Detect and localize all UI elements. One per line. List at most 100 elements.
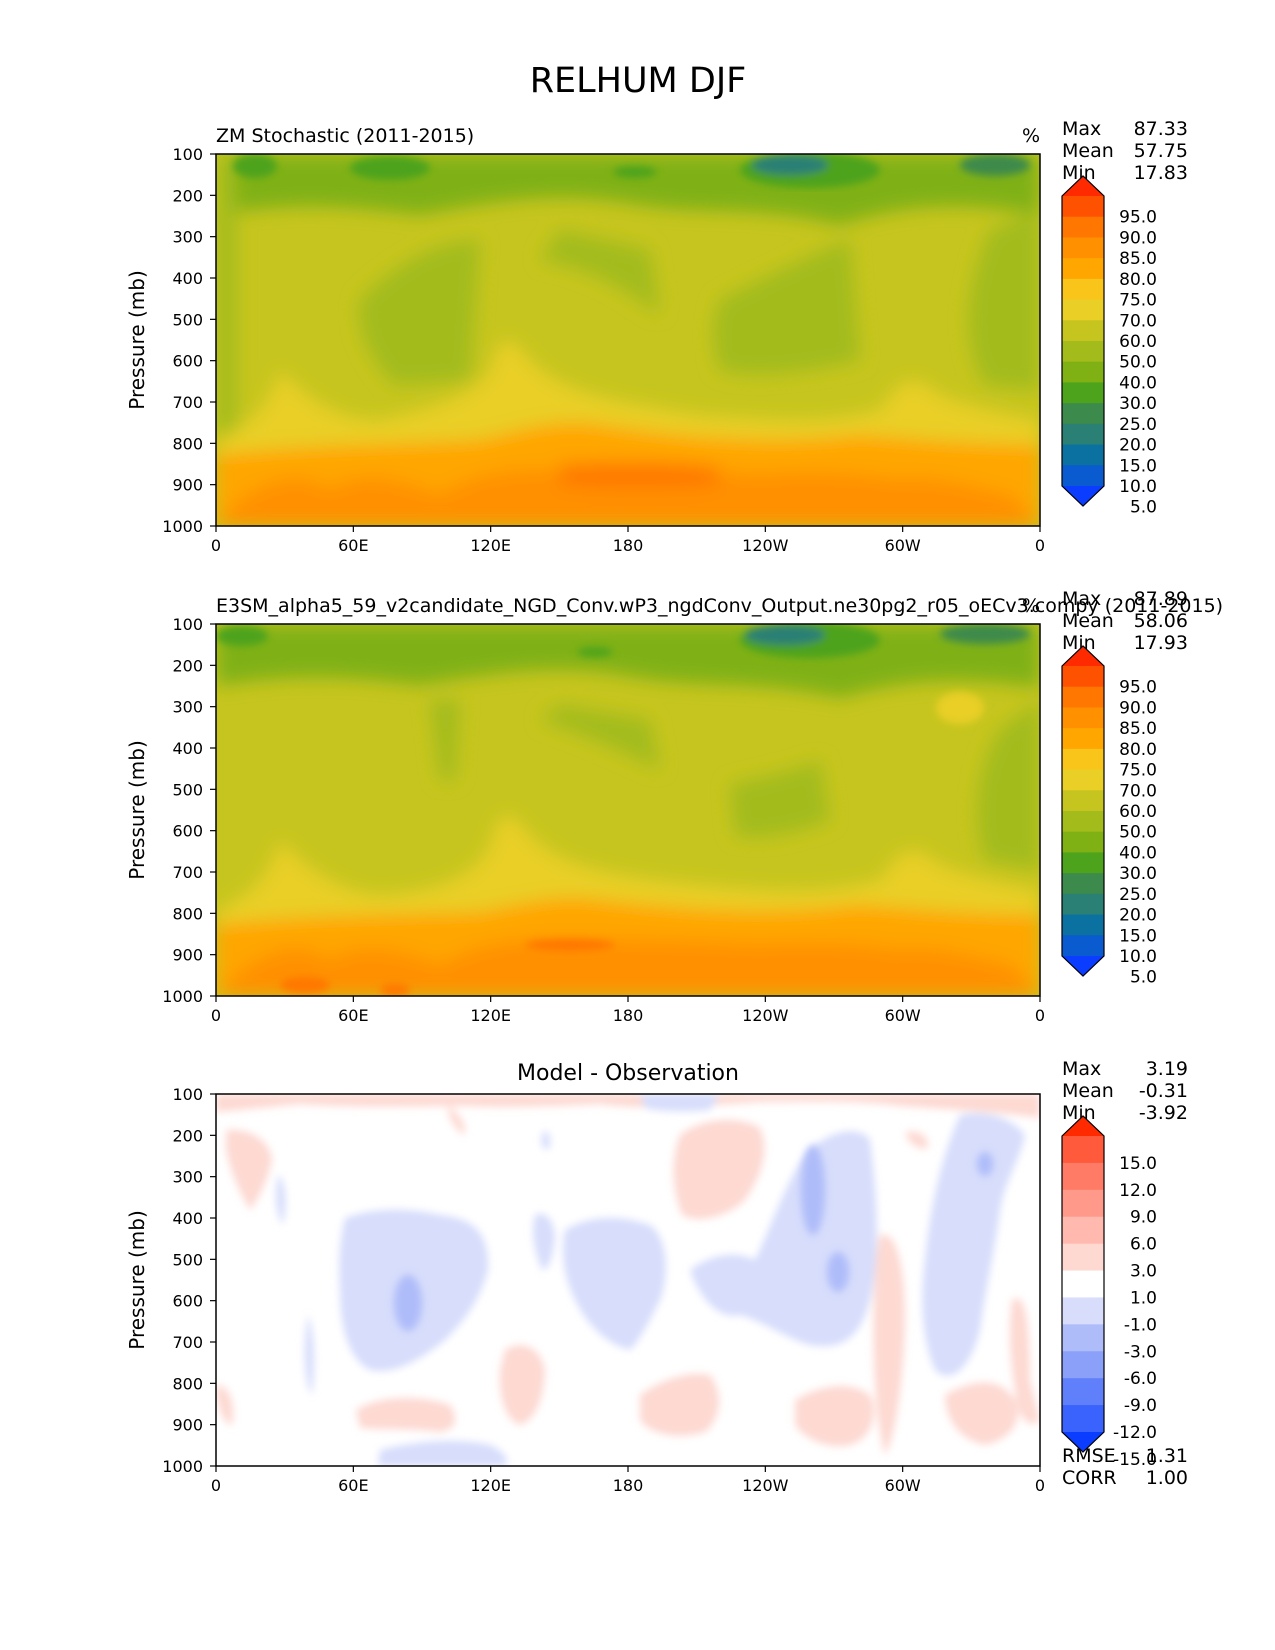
colorbar-swatch xyxy=(1062,1405,1104,1433)
y-tick-label: 400 xyxy=(172,739,203,758)
colorbar-extension-min xyxy=(1062,956,1104,976)
colorbar-swatch xyxy=(1062,1189,1104,1218)
colorbar-swatch xyxy=(1062,852,1104,874)
y-tick-label: 500 xyxy=(172,310,203,329)
colorbar-level-label: 30.0 xyxy=(1119,394,1157,414)
colorbar-level-label: 1.0 xyxy=(1130,1288,1157,1308)
y-tick-label: 100 xyxy=(172,615,203,634)
figure-title: RELHUM DJF xyxy=(530,61,747,101)
stat-max-label: Max xyxy=(1062,1058,1101,1080)
stat-mean-label: Mean xyxy=(1062,140,1114,162)
colorbar-level-label: 20.0 xyxy=(1119,906,1157,926)
colorbar-level-label: 9.0 xyxy=(1130,1208,1157,1228)
panel-test: ZM Stochastic (2011-2015) % Pressure (mb… xyxy=(125,118,1188,555)
axes-reference: 100 200 300 400 500 600 700 800 900 1000 0 60E 120E 1… xyxy=(162,615,1045,1025)
colorbar-level-label: 6.0 xyxy=(1130,1235,1157,1255)
colorbar-swatch xyxy=(1062,728,1104,750)
colorbar-swatch xyxy=(1062,1216,1104,1245)
colorbar-level-label: 80.0 xyxy=(1119,270,1157,290)
axes-difference: 100 200 300 400 500 600 700 800 900 1000 0 60E 120E 1… xyxy=(162,1085,1045,1495)
stat-mean-value: 58.06 xyxy=(1134,610,1188,632)
corr-value: 1.00 xyxy=(1146,1467,1188,1489)
colorbar-level-label: 3.0 xyxy=(1130,1262,1157,1282)
colorbar-extension-min xyxy=(1062,486,1104,506)
y-tick-label: 700 xyxy=(172,393,203,412)
colorbar-swatch xyxy=(1062,382,1104,404)
colorbar-level-label: 60.0 xyxy=(1119,802,1157,822)
x-tick-label: 120E xyxy=(470,536,511,555)
y-tick-label: 500 xyxy=(172,780,203,799)
y-axis-label-difference: Pressure (mb) xyxy=(125,1210,149,1350)
y-tick-label: 900 xyxy=(172,946,203,965)
stat-mean-value: -0.31 xyxy=(1139,1080,1188,1102)
panel-title-reference: E3SM_alpha5_59_v2candidate_NGD_Conv.wP3_… xyxy=(216,595,1223,617)
colorbar-swatch xyxy=(1062,1270,1104,1298)
x-tick-label: 0 xyxy=(1035,1476,1045,1495)
x-tick-label: 60W xyxy=(885,536,921,555)
colorbar-level-label: 75.0 xyxy=(1119,761,1157,781)
heatmap-field-reference xyxy=(216,624,1040,996)
colorbar-level-label: 30.0 xyxy=(1119,864,1157,884)
stat-max-label: Max xyxy=(1062,118,1101,140)
colorbar-level-label: 50.0 xyxy=(1119,823,1157,843)
stat-min-value: 17.83 xyxy=(1134,162,1188,184)
x-tick-label: 180 xyxy=(613,1476,644,1495)
colorbar-level-label: 15.0 xyxy=(1119,926,1157,946)
colorbar-level-label: -6.0 xyxy=(1124,1369,1157,1389)
colorbar-swatch xyxy=(1062,790,1104,812)
colorbar-extension-max xyxy=(1062,646,1104,666)
x-tick-label: 60W xyxy=(885,1476,921,1495)
colorbar-level-label: 25.0 xyxy=(1119,885,1157,905)
units-label-reference: % xyxy=(1022,595,1040,617)
colorbar-swatch xyxy=(1062,278,1104,301)
heatmap-field-difference xyxy=(216,1094,1040,1466)
panel-title-test: ZM Stochastic (2011-2015) xyxy=(216,125,474,147)
colorbar-level-label: 20.0 xyxy=(1119,436,1157,456)
rmse-value: 1.31 xyxy=(1146,1445,1188,1467)
colorbar-swatch xyxy=(1062,873,1104,895)
stats-difference: Max 3.19 Mean -0.31 Min -3.92 xyxy=(1062,1058,1188,1124)
x-tick-label: 120W xyxy=(742,536,789,555)
y-tick-label: 200 xyxy=(172,656,203,675)
y-tick-label: 400 xyxy=(172,269,203,288)
y-axis-label-test: Pressure (mb) xyxy=(125,270,149,410)
y-tick-label: 1000 xyxy=(162,1457,203,1476)
stat-min-value: 17.93 xyxy=(1134,632,1188,654)
colorbar-level-label: 90.0 xyxy=(1119,228,1157,248)
colorbar-swatch xyxy=(1062,196,1104,218)
y-tick-label: 200 xyxy=(172,186,203,205)
stat-mean-label: Mean xyxy=(1062,1080,1114,1102)
colorbar-swatch xyxy=(1062,361,1104,383)
colorbar-level-label: -3.0 xyxy=(1124,1342,1157,1362)
colorbar-reference: 95.090.085.080.075.070.060.050.040.030.0… xyxy=(1061,645,1157,988)
y-tick-label: 900 xyxy=(172,1416,203,1435)
x-tick-label: 60W xyxy=(885,1006,921,1025)
colorbar-swatch xyxy=(1062,769,1104,791)
colorbar-swatch xyxy=(1062,1351,1104,1379)
colorbar-swatch xyxy=(1062,465,1104,487)
colorbar-level-label: 40.0 xyxy=(1119,843,1157,863)
stats-reference: Max 87.89 Mean 58.06 Min 17.93 xyxy=(1062,588,1188,654)
colorbar-outline xyxy=(1061,175,1105,507)
colorbar-level-label: 80.0 xyxy=(1119,740,1157,760)
axes-test: 100 200 300 400 500 600 700 800 900 1000 0 60E 120E 1… xyxy=(162,145,1045,555)
colorbar-level-label: 10.0 xyxy=(1119,477,1157,497)
colorbar-swatch xyxy=(1062,320,1104,342)
units-label-test: % xyxy=(1022,125,1040,147)
stat-max-value: 87.33 xyxy=(1134,118,1188,140)
y-tick-label: 1000 xyxy=(162,517,203,536)
colorbar-test: 95.090.085.080.075.070.060.050.040.030.0… xyxy=(1061,175,1157,518)
y-tick-label: 800 xyxy=(172,904,203,923)
colorbar-difference: 15.0 12.0 9.0 6.0 3.0 1.0 -1.0 -3.0 -6.0 -9.0 -12.… xyxy=(1061,1115,1157,1470)
panel-difference: Model - Observation Pressure (mb) 100 200… xyxy=(125,1058,1188,1495)
colorbar-level-label: 70.0 xyxy=(1119,311,1157,331)
colorbar-swatch xyxy=(1062,299,1104,321)
stat-max-value: 87.89 xyxy=(1134,588,1188,610)
x-tick-label: 0 xyxy=(211,536,221,555)
x-tick-label: 0 xyxy=(1035,536,1045,555)
colorbar-extension-min xyxy=(1062,1432,1104,1452)
colorbar-level-label: 5.0 xyxy=(1130,498,1157,518)
colorbar-swatch xyxy=(1062,1324,1104,1352)
y-tick-label: 300 xyxy=(172,698,203,717)
